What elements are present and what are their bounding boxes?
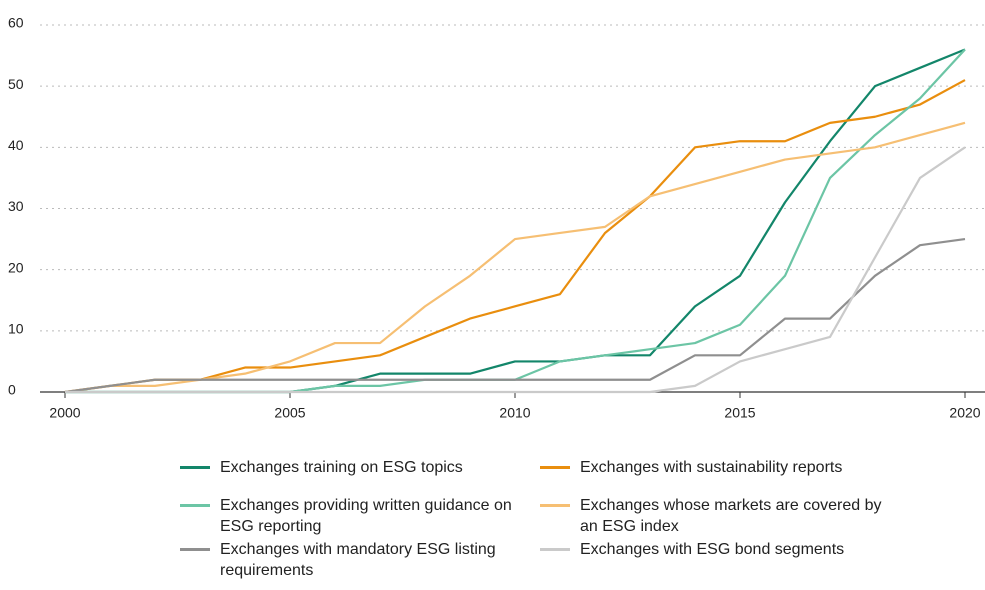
legend-swatch [540,504,570,507]
y-tick-label: 20 [8,259,24,275]
legend-item: Exchanges training on ESG topics [180,457,540,478]
x-tick-label: 2000 [49,405,80,421]
legend-item: Exchanges with mandatory ESG listing req… [180,539,540,581]
legend-label: Exchanges with mandatory ESG listing req… [220,541,496,579]
x-tick-label: 2005 [274,405,305,421]
series-line [64,121,966,394]
x-tick-label: 2020 [949,405,980,421]
x-tick-label: 2010 [499,405,530,421]
legend-item: Exchanges whose markets are covered by a… [540,495,900,537]
legend-item: Exchanges providing written guidance on … [180,495,540,537]
y-tick-label: 50 [8,76,24,92]
legend-label: Exchanges with ESG bond segments [580,541,845,558]
x-tick-label: 2015 [724,405,755,421]
series-line [64,237,966,394]
legend-swatch [540,466,570,469]
legend-swatch [180,466,210,469]
y-tick-label: 40 [8,137,24,153]
legend-item: Exchanges with ESG bond segments [540,539,900,560]
legend-label: Exchanges whose markets are covered by a… [580,497,882,535]
plot: 0 10 20 30 40 50 60 2000 2005 2010 2015 2020 [8,15,985,421]
series-line [65,48,966,394]
series-line [64,79,966,394]
series-line [65,146,966,394]
legend-swatch [180,504,210,507]
legend-label: Exchanges providing written guidance on … [220,497,512,535]
y-tick-label: 60 [8,15,24,31]
legend-label: Exchanges with sustainability reports [580,459,843,476]
legend-label: Exchanges training on ESG topics [220,459,463,476]
legend-item: Exchanges with sustainability reports [540,457,900,478]
legend-swatch [540,548,570,551]
legend-swatch [180,548,210,551]
series-line [65,48,966,394]
y-tick-label: 10 [8,321,24,337]
y-tick-label: 0 [8,382,16,398]
y-tick-label: 30 [8,198,24,214]
